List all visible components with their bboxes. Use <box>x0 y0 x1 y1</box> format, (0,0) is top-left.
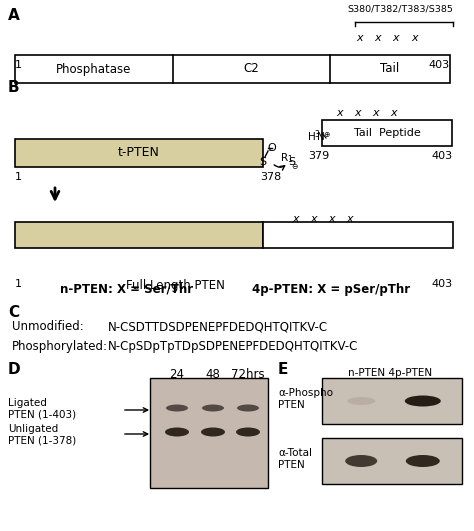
Bar <box>150 378 268 488</box>
Text: x: x <box>412 33 419 43</box>
Bar <box>322 378 462 424</box>
Text: Unligated
PTEN (1-378): Unligated PTEN (1-378) <box>8 424 76 446</box>
Text: H: H <box>308 132 316 142</box>
Text: 378: 378 <box>260 172 281 182</box>
Text: ⊕: ⊕ <box>323 130 329 139</box>
Text: x: x <box>392 33 399 43</box>
Text: 403: 403 <box>429 60 450 70</box>
Text: R: R <box>281 153 288 163</box>
Text: x: x <box>328 214 335 224</box>
Text: t-PTEN: t-PTEN <box>118 147 160 159</box>
Ellipse shape <box>201 427 225 436</box>
Text: Ligated
PTEN (1-403): Ligated PTEN (1-403) <box>8 398 76 419</box>
Text: 1: 1 <box>287 155 292 164</box>
Bar <box>15 139 263 167</box>
Text: O: O <box>268 143 276 153</box>
Ellipse shape <box>165 427 189 436</box>
Text: D: D <box>8 362 21 377</box>
Text: 48: 48 <box>206 368 220 381</box>
Text: 1: 1 <box>15 60 22 70</box>
Text: S380/T382/T383/S385: S380/T382/T383/S385 <box>347 5 453 14</box>
Ellipse shape <box>166 405 188 412</box>
Text: x: x <box>391 108 397 118</box>
Text: 72hrs: 72hrs <box>231 368 265 381</box>
Text: α-Total
PTEN: α-Total PTEN <box>278 448 312 469</box>
Text: x: x <box>374 33 381 43</box>
Text: A: A <box>8 8 20 23</box>
Text: C: C <box>8 305 19 320</box>
Text: B: B <box>8 80 19 95</box>
Text: n-PTEN: X = Ser/Thr: n-PTEN: X = Ser/Thr <box>60 283 193 296</box>
Text: x: x <box>373 108 379 118</box>
Ellipse shape <box>406 455 440 467</box>
Text: Full Length PTEN: Full Length PTEN <box>126 279 224 292</box>
Text: 24: 24 <box>170 368 184 381</box>
Bar <box>263 222 453 248</box>
Text: ⊖: ⊖ <box>291 162 297 171</box>
Text: Tail  Peptide: Tail Peptide <box>354 128 420 138</box>
Text: x: x <box>346 214 353 224</box>
Text: 4p-PTEN: X = pSer/pThr: 4p-PTEN: X = pSer/pThr <box>252 283 410 296</box>
Ellipse shape <box>202 405 224 412</box>
Text: N-CpSDpTpTDpSDPENEPFDEDQHTQITKV-C: N-CpSDpTpTDpSDPENEPFDEDQHTQITKV-C <box>108 340 358 353</box>
Text: 379: 379 <box>308 151 329 161</box>
Text: Phosphatase: Phosphatase <box>56 63 132 75</box>
Text: S: S <box>259 157 266 167</box>
Text: N-CSDTTDSDPENEPFDEDQHTQITKV-C: N-CSDTTDSDPENEPFDEDQHTQITKV-C <box>108 320 328 333</box>
Text: E: E <box>278 362 288 377</box>
Text: C2: C2 <box>244 63 259 75</box>
Text: 1: 1 <box>15 279 22 289</box>
Bar <box>15 222 263 248</box>
FancyArrowPatch shape <box>274 165 285 170</box>
Ellipse shape <box>236 427 260 436</box>
Text: x: x <box>337 108 343 118</box>
Bar <box>322 120 452 146</box>
Text: α-Phospho
PTEN: α-Phospho PTEN <box>278 388 333 409</box>
Text: Phosphorylated:: Phosphorylated: <box>12 340 108 353</box>
Text: n-PTEN 4p-PTEN: n-PTEN 4p-PTEN <box>348 368 432 378</box>
Text: x: x <box>292 214 299 224</box>
Ellipse shape <box>405 396 441 407</box>
Text: x: x <box>310 214 317 224</box>
Text: x: x <box>355 108 361 118</box>
Bar <box>322 438 462 484</box>
Bar <box>15 55 450 83</box>
Ellipse shape <box>347 397 375 405</box>
Text: S: S <box>289 157 296 167</box>
Text: 403: 403 <box>432 279 453 289</box>
Text: Unmodified:: Unmodified: <box>12 320 84 333</box>
Ellipse shape <box>237 405 259 412</box>
Text: Tail: Tail <box>380 63 400 75</box>
Text: 1: 1 <box>15 172 22 182</box>
Ellipse shape <box>345 455 377 467</box>
Text: 403: 403 <box>432 151 453 161</box>
Text: x: x <box>357 33 363 43</box>
Text: N: N <box>317 132 325 142</box>
Text: 3: 3 <box>314 130 319 139</box>
